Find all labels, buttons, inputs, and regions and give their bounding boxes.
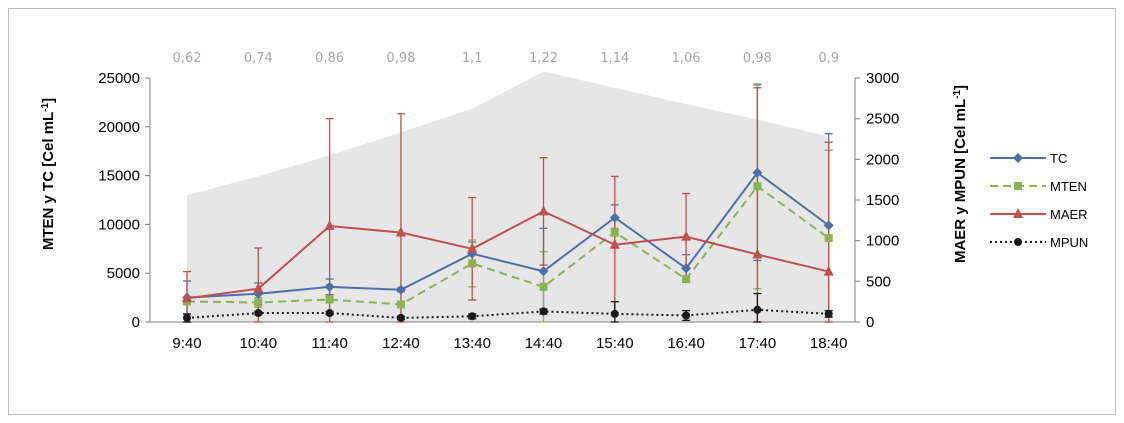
mpun-point-7 bbox=[682, 311, 691, 320]
legend-item-maer: MAER bbox=[990, 207, 1088, 222]
y-axis-right-title: MAER y MPUN [Cel mL-1] bbox=[952, 85, 970, 263]
tc-point-2 bbox=[324, 281, 335, 292]
y-right-tick-1000: 1000 bbox=[866, 233, 899, 250]
mpun-line bbox=[186, 308, 829, 319]
top-label-2: 0,86 bbox=[315, 51, 344, 66]
mpun-point-1 bbox=[254, 309, 263, 318]
axes-layer bbox=[145, 77, 860, 323]
mten-point-1 bbox=[254, 298, 263, 307]
mten-point-2 bbox=[325, 295, 334, 304]
legend-item-mpun: MPUN bbox=[990, 235, 1088, 250]
maer-point-7 bbox=[681, 230, 692, 241]
x-tick-11:40: 11:40 bbox=[311, 335, 347, 352]
tc-point-6 bbox=[609, 212, 620, 223]
y-right-tick-0: 0 bbox=[866, 314, 874, 331]
top-label-layer: 0,62 0,74 0,86 0,98 1,1 1,22 1,14 1,06 0,98 0,9 bbox=[173, 51, 840, 66]
x-tick-17:40: 17:40 bbox=[739, 335, 777, 352]
legend-label-mten: MTEN bbox=[1050, 179, 1087, 194]
mten-point-6 bbox=[610, 228, 619, 237]
mten-point-5 bbox=[539, 282, 548, 291]
x-tick-14:40: 14:40 bbox=[525, 335, 563, 352]
area-layer bbox=[187, 71, 829, 322]
mpun-point-9 bbox=[824, 309, 833, 318]
legend-marker-mpun bbox=[1014, 238, 1022, 246]
y-axis-left-title: MTEN y TC [Cel mL-1] bbox=[40, 98, 58, 250]
top-label-8: 0,98 bbox=[743, 51, 772, 66]
y-right-tick-3000: 3000 bbox=[866, 70, 899, 87]
legend-marker-tc bbox=[1013, 153, 1023, 163]
y-left-tick-25000: 25000 bbox=[98, 70, 140, 87]
tc-point-7 bbox=[681, 263, 692, 274]
y-left-tick-0: 0 bbox=[132, 314, 140, 331]
x-tick-10:40: 10:40 bbox=[240, 335, 278, 352]
top-label-4: 1,1 bbox=[462, 51, 483, 66]
mpun-point-6 bbox=[610, 309, 619, 318]
maer-point-0 bbox=[182, 292, 192, 303]
shaded-area bbox=[187, 71, 829, 322]
maer-point-1 bbox=[253, 282, 264, 293]
top-label-1: 0,74 bbox=[244, 51, 273, 66]
top-label-7: 1,06 bbox=[672, 51, 701, 66]
maer-point-2 bbox=[324, 220, 335, 231]
mten-point-8 bbox=[753, 182, 762, 191]
mten-point-7 bbox=[682, 275, 691, 284]
maer-line bbox=[186, 210, 829, 300]
mten-point-4 bbox=[468, 259, 477, 268]
top-label-9: 0,9 bbox=[818, 51, 839, 66]
ticks-layer: 0 5000 10000 15000 20000 25000 0 500 1000 1500 200… bbox=[98, 70, 899, 352]
legend-label-tc: TC bbox=[1050, 151, 1067, 166]
maer-point-6 bbox=[609, 238, 620, 249]
mpun-point-5 bbox=[539, 307, 548, 316]
maer-point-4 bbox=[467, 242, 478, 253]
x-tick-18:40: 18:40 bbox=[810, 335, 848, 352]
x-tick-12:40: 12:40 bbox=[382, 335, 420, 352]
maer-point-9 bbox=[823, 265, 834, 276]
mten-line bbox=[186, 184, 830, 306]
top-label-3: 0,98 bbox=[386, 51, 415, 66]
maer-point-3 bbox=[395, 226, 406, 237]
tc-point-9 bbox=[823, 220, 834, 231]
tc-line bbox=[186, 171, 830, 299]
y-left-tick-20000: 20000 bbox=[98, 119, 140, 136]
legend-item-tc: TC bbox=[990, 151, 1067, 166]
series-layer bbox=[182, 167, 834, 322]
y-left-tick-10000: 10000 bbox=[98, 216, 140, 233]
x-tick-9:40: 9:40 bbox=[172, 335, 201, 352]
tc-point-5 bbox=[538, 266, 549, 277]
tc-point-8 bbox=[752, 167, 763, 178]
y-right-tick-2500: 2500 bbox=[866, 111, 899, 128]
y-right-tick-2000: 2000 bbox=[866, 151, 899, 168]
mpun-point-8 bbox=[753, 305, 762, 314]
legend-label-maer: MAER bbox=[1050, 207, 1088, 222]
x-tick-16:40: 16:40 bbox=[667, 335, 705, 352]
top-label-0: 0,62 bbox=[173, 51, 202, 66]
y-left-tick-5000: 5000 bbox=[107, 265, 140, 282]
mten-point-3 bbox=[396, 300, 405, 309]
tc-point-3 bbox=[395, 284, 406, 295]
mten-point-9 bbox=[824, 234, 833, 243]
y-right-tick-1500: 1500 bbox=[866, 192, 899, 209]
top-label-5: 1,22 bbox=[529, 51, 558, 66]
legend-label-mpun: MPUN bbox=[1050, 235, 1088, 250]
x-tick-15:40: 15:40 bbox=[596, 335, 634, 352]
maer-point-5 bbox=[538, 205, 549, 216]
y-left-tick-15000: 15000 bbox=[98, 168, 140, 185]
mpun-point-4 bbox=[468, 312, 477, 321]
maer-error-bar-9 bbox=[824, 141, 833, 323]
legend-marker-maer bbox=[1013, 208, 1023, 218]
maer-point-8 bbox=[752, 248, 763, 259]
legend-item-mten: MTEN bbox=[990, 179, 1087, 194]
legend-marker-mten bbox=[1014, 182, 1022, 190]
y-right-tick-500: 500 bbox=[866, 273, 891, 290]
mpun-point-2 bbox=[325, 309, 334, 318]
legend: TC MTEN MAER MPUN bbox=[990, 151, 1088, 250]
x-tick-13:40: 13:40 bbox=[453, 335, 491, 352]
mpun-point-0 bbox=[183, 313, 191, 322]
top-label-6: 1,14 bbox=[600, 51, 629, 66]
mpun-point-3 bbox=[396, 313, 405, 322]
